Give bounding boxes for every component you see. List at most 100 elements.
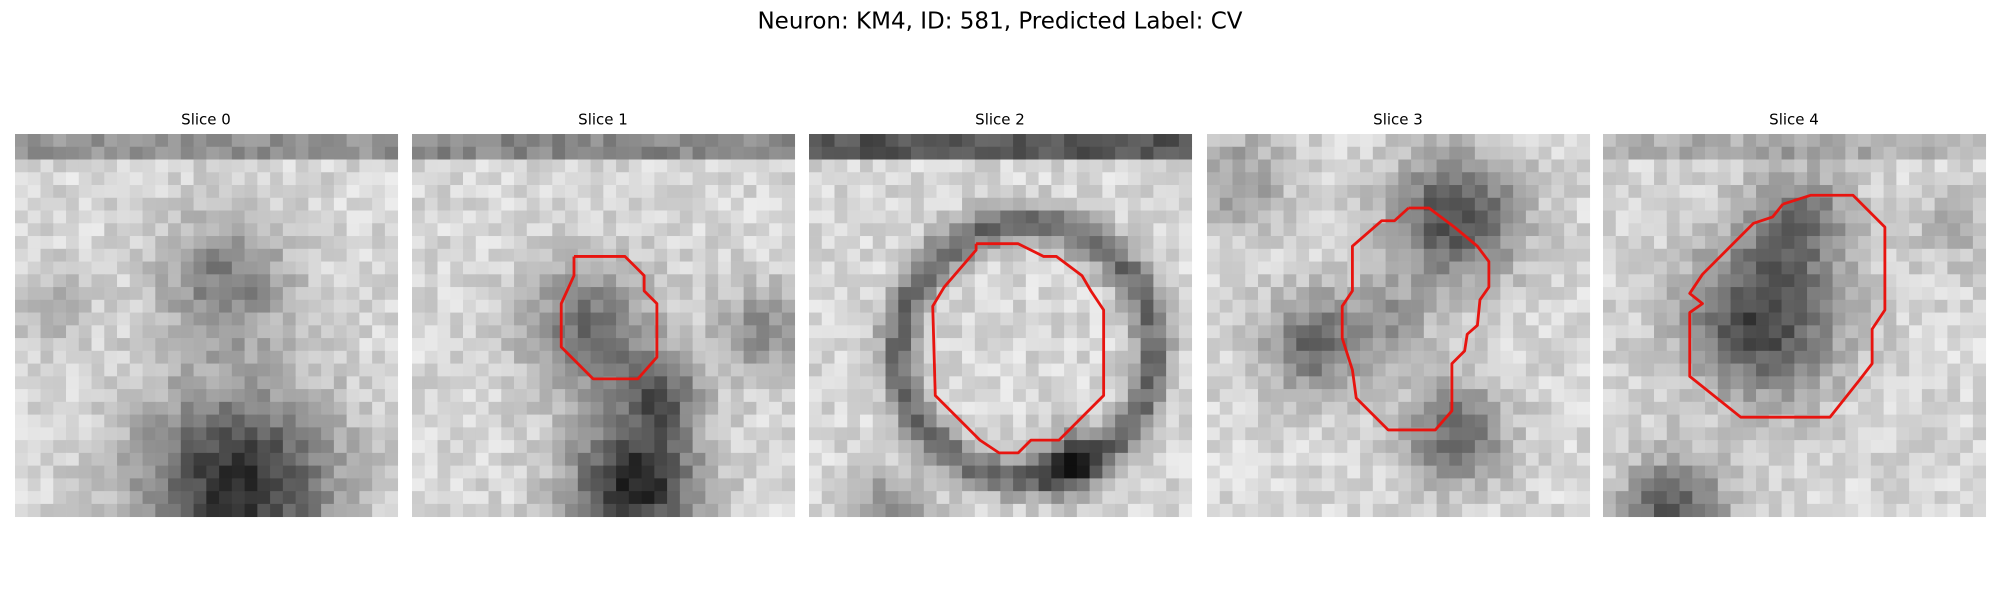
pixel <box>603 299 617 313</box>
pixel <box>1768 350 1782 364</box>
pixel <box>1321 287 1335 301</box>
pixel <box>949 248 963 262</box>
pixel <box>1321 452 1335 467</box>
pixel <box>1781 185 1795 199</box>
pixel <box>1692 440 1706 454</box>
pixel <box>1360 185 1374 199</box>
pixel <box>1538 236 1552 250</box>
pixel <box>1462 376 1476 390</box>
pixel <box>359 414 373 428</box>
pixel <box>206 503 220 518</box>
pixel <box>104 223 118 237</box>
pixel <box>1628 134 1642 148</box>
pixel <box>1654 261 1668 275</box>
pixel <box>1270 236 1284 250</box>
pixel <box>1705 210 1719 224</box>
pixel <box>359 363 373 377</box>
pixel <box>628 465 642 479</box>
pixel <box>168 274 182 288</box>
pixel <box>1972 503 1987 518</box>
pixel <box>1845 401 1859 415</box>
pixel <box>616 338 630 352</box>
pixel <box>1423 389 1437 403</box>
pixel <box>847 185 861 199</box>
pixel <box>463 427 477 441</box>
pixel <box>1858 248 1872 262</box>
pixel <box>898 325 912 339</box>
pixel <box>450 389 464 403</box>
pixel <box>1794 401 1808 415</box>
pixel <box>488 338 502 352</box>
pixel <box>437 287 451 301</box>
pixel <box>308 197 322 211</box>
pixel <box>180 185 194 199</box>
pixel <box>1102 401 1116 415</box>
pixel <box>834 159 848 173</box>
pixel <box>1705 287 1719 301</box>
pixel <box>1858 503 1872 518</box>
pixel <box>514 376 528 390</box>
pixel <box>1525 440 1540 454</box>
pixel <box>679 274 693 288</box>
pixel <box>91 146 105 160</box>
pixel <box>885 274 899 288</box>
pixel <box>1000 376 1014 390</box>
pixel <box>1360 299 1374 313</box>
pixel <box>1807 312 1821 326</box>
pixel <box>1934 503 1948 518</box>
pixel <box>667 376 681 390</box>
pixel <box>1576 440 1591 454</box>
pixel <box>91 452 105 467</box>
pixel <box>66 236 80 250</box>
pixel <box>1717 287 1731 301</box>
pixel <box>526 248 540 262</box>
pixel <box>539 440 553 454</box>
pixel <box>1807 261 1821 275</box>
pixel <box>1283 159 1297 173</box>
pixel <box>1972 236 1987 250</box>
pixel <box>1398 261 1412 275</box>
pixel <box>1551 465 1565 479</box>
pixel <box>654 452 668 467</box>
pixel <box>1615 503 1629 518</box>
pixel <box>1513 185 1527 199</box>
pixel <box>91 363 105 377</box>
pixel <box>1296 414 1310 428</box>
pixel <box>1372 478 1386 492</box>
pixel <box>1564 185 1578 199</box>
pixel <box>53 274 67 288</box>
pixel <box>1654 236 1668 250</box>
pixel <box>1679 452 1693 467</box>
pixel <box>1089 350 1103 364</box>
pixel <box>359 248 373 262</box>
pixel <box>1525 261 1540 275</box>
pixel <box>346 452 360 467</box>
pixel <box>1921 414 1936 428</box>
pixel <box>577 134 591 148</box>
pixel <box>1102 350 1116 364</box>
pixel <box>834 299 848 313</box>
pixel <box>1972 401 1987 415</box>
pixel <box>1845 287 1859 301</box>
pixel <box>244 210 258 224</box>
pixel <box>949 427 963 441</box>
pixel <box>679 465 693 479</box>
pixel <box>1283 440 1297 454</box>
pixel <box>718 312 732 326</box>
pixel <box>1717 223 1731 237</box>
pixel <box>244 452 258 467</box>
pixel <box>257 236 271 250</box>
pixel <box>1743 159 1757 173</box>
pixel <box>628 134 642 148</box>
pixel <box>872 248 886 262</box>
pixel <box>321 197 335 211</box>
pixel <box>1576 312 1591 326</box>
pixel <box>412 146 426 160</box>
pixel <box>1641 478 1655 492</box>
pixel <box>475 440 489 454</box>
pixel <box>1398 350 1412 364</box>
pixel <box>667 248 681 262</box>
pixel <box>78 197 92 211</box>
pixel <box>193 159 207 173</box>
pixel <box>282 197 296 211</box>
